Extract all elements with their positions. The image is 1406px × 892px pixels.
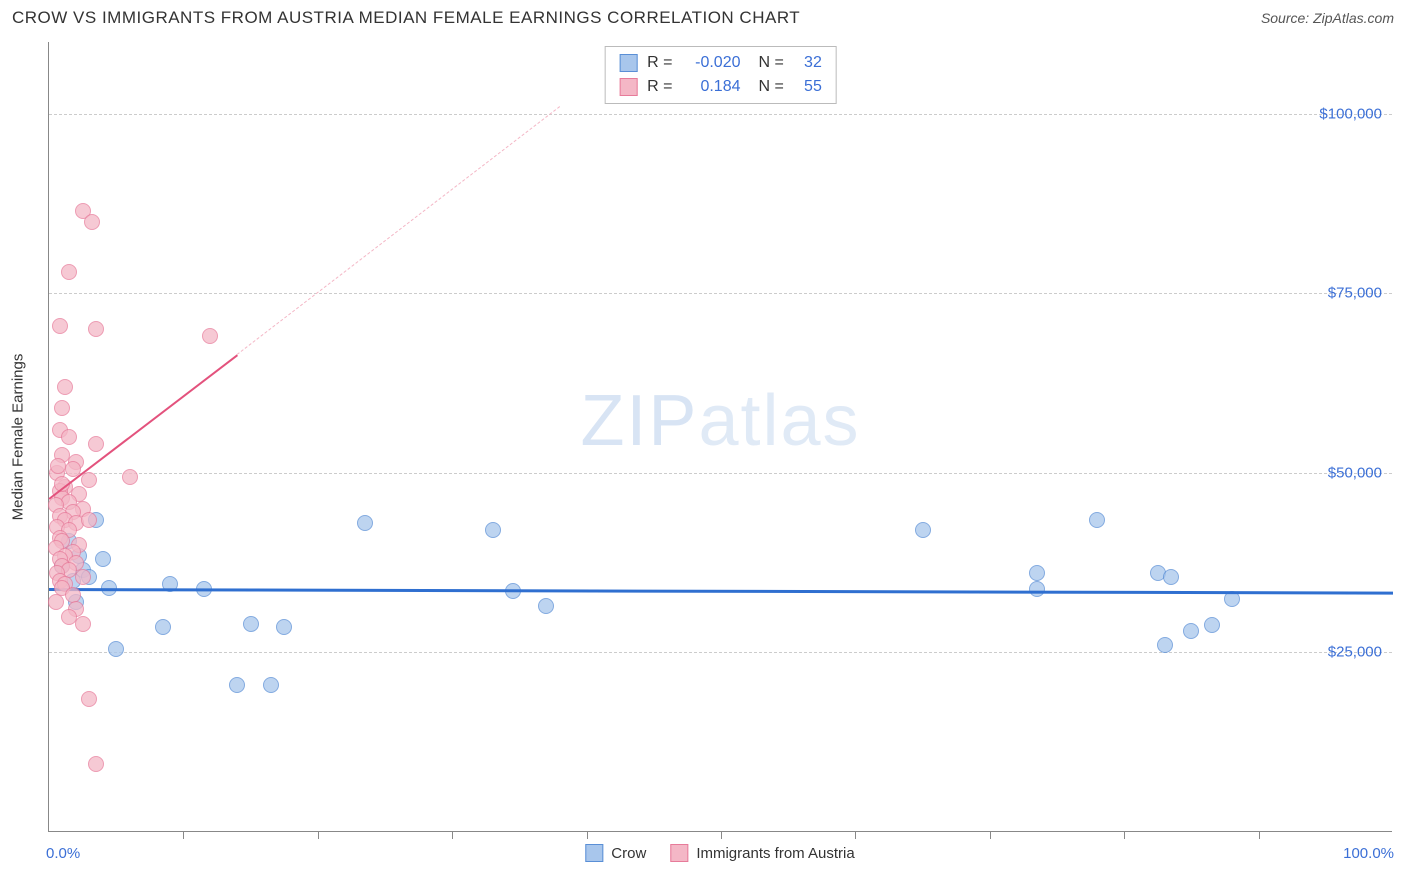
stat-label-n: N = (759, 75, 784, 99)
scatter-point (243, 616, 259, 632)
y-tick-label: $50,000 (1328, 464, 1382, 481)
trend-line (48, 355, 237, 500)
x-tick (855, 831, 856, 839)
scatter-point (122, 469, 138, 485)
x-axis-label-left: 0.0% (46, 845, 80, 862)
scatter-point (229, 677, 245, 693)
source-attribution: Source: ZipAtlas.com (1261, 10, 1394, 26)
scatter-point (75, 616, 91, 632)
scatter-point (1089, 512, 1105, 528)
scatter-point (84, 214, 100, 230)
scatter-point (538, 598, 554, 614)
gridline (49, 293, 1392, 294)
scatter-point (88, 321, 104, 337)
trend-line (49, 588, 1393, 594)
title-bar: CROW VS IMMIGRANTS FROM AUSTRIA MEDIAN F… (0, 0, 1406, 32)
x-tick (990, 831, 991, 839)
legend-swatch (619, 54, 637, 72)
x-tick (1259, 831, 1260, 839)
x-tick (721, 831, 722, 839)
y-tick-label: $25,000 (1328, 644, 1382, 661)
scatter-point (48, 594, 64, 610)
stats-row: R = -0.020 N = 32 (619, 51, 822, 75)
y-axis-label: Median Female Earnings (10, 354, 27, 521)
gridline (49, 652, 1392, 653)
scatter-point (1183, 623, 1199, 639)
gridline (49, 114, 1392, 115)
legend-label: Crow (611, 845, 646, 862)
scatter-point (1029, 565, 1045, 581)
scatter-point (75, 569, 91, 585)
scatter-point (81, 512, 97, 528)
legend-item: Immigrants from Austria (670, 844, 854, 862)
stat-value-r: 0.184 (683, 75, 741, 99)
legend-swatch (619, 78, 637, 96)
stat-label-r: R = (647, 51, 672, 75)
stats-box: R = -0.020 N = 32 R = 0.184 N = 55 (604, 46, 837, 104)
scatter-point (202, 328, 218, 344)
chart-title: CROW VS IMMIGRANTS FROM AUSTRIA MEDIAN F… (12, 8, 800, 28)
scatter-point (54, 400, 70, 416)
stat-value-n: 32 (794, 51, 822, 75)
scatter-point (57, 379, 73, 395)
scatter-point (1029, 581, 1045, 597)
scatter-point (108, 641, 124, 657)
y-tick-label: $100,000 (1319, 105, 1382, 122)
trend-line-dash (237, 107, 560, 356)
plot-wrap: Median Female Earnings ZIPatlas R =-0.02… (48, 42, 1392, 832)
watermark: ZIPatlas (580, 380, 860, 462)
stat-value-n: 55 (794, 75, 822, 99)
scatter-point (1163, 569, 1179, 585)
scatter-point (276, 619, 292, 635)
gridline (49, 473, 1392, 474)
x-tick (587, 831, 588, 839)
scatter-point (357, 515, 373, 531)
legend-swatch (585, 844, 603, 862)
x-tick (318, 831, 319, 839)
bottom-legend: Crow Immigrants from Austria (585, 844, 854, 862)
scatter-point (95, 551, 111, 567)
scatter-point (52, 318, 68, 334)
stat-label-r: R = (647, 75, 672, 99)
legend-swatch (670, 844, 688, 862)
stats-row: R = 0.184 N = 55 (619, 75, 822, 99)
plot-area: ZIPatlas R = -0.020 N = 32 R = 0.184 N = 55 $25… (48, 42, 1392, 832)
scatter-point (50, 458, 66, 474)
scatter-point (81, 472, 97, 488)
scatter-point (81, 691, 97, 707)
scatter-point (155, 619, 171, 635)
legend-label: Immigrants from Austria (696, 845, 854, 862)
x-tick (183, 831, 184, 839)
scatter-point (485, 522, 501, 538)
scatter-point (1157, 637, 1173, 653)
x-tick (1124, 831, 1125, 839)
scatter-point (263, 677, 279, 693)
x-tick (452, 831, 453, 839)
stat-value-r: -0.020 (683, 51, 741, 75)
scatter-point (88, 436, 104, 452)
x-axis-label-right: 100.0% (1343, 845, 1394, 862)
scatter-point (61, 429, 77, 445)
scatter-point (1204, 617, 1220, 633)
legend-item: Crow (585, 844, 646, 862)
scatter-point (61, 264, 77, 280)
scatter-point (88, 756, 104, 772)
stat-label-n: N = (759, 51, 784, 75)
scatter-point (915, 522, 931, 538)
y-tick-label: $75,000 (1328, 285, 1382, 302)
